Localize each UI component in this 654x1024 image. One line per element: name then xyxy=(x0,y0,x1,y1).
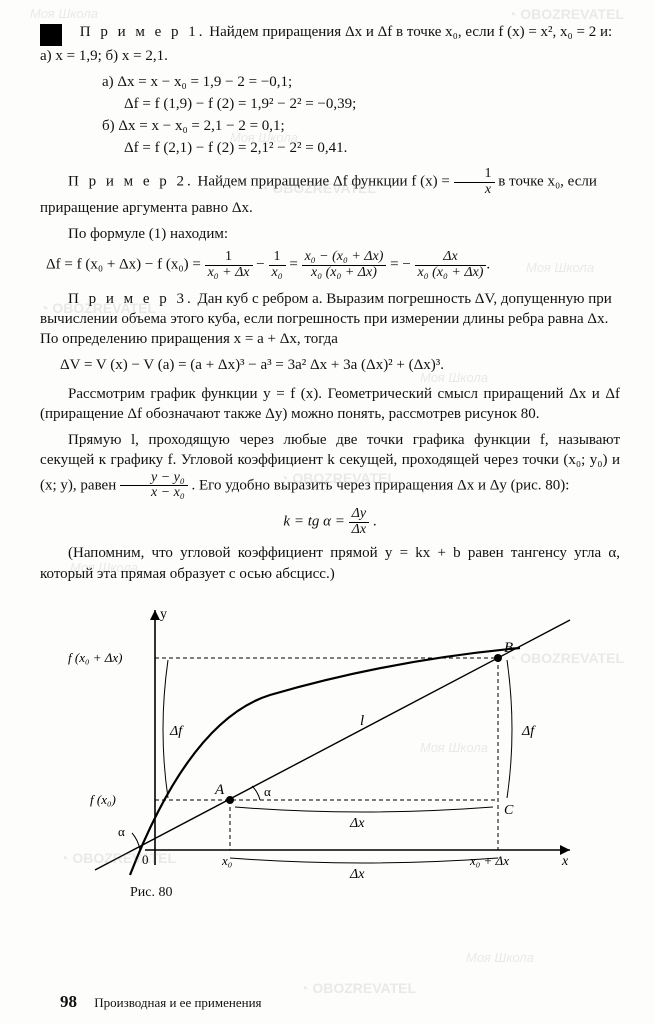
page-number: 98 xyxy=(60,992,77,1011)
fraction: Δy Δx xyxy=(349,507,369,537)
angle-alpha-a: α xyxy=(264,784,271,799)
para-reminder: (Напомним, что угловой коэффициент прямо… xyxy=(40,543,620,584)
example3-heading: П р и м е р 3. xyxy=(68,291,194,307)
fraction: Δx x₀ (x₀ + Δx) xyxy=(415,250,487,280)
axis-x-label: x xyxy=(561,854,569,869)
para-secant: Прямую l, проходящую через любые две точ… xyxy=(40,430,620,501)
angle-alpha-o: α xyxy=(118,824,125,839)
dx-bottom: Δx xyxy=(349,867,365,880)
formula-k-lhs: k = tg α = xyxy=(283,514,344,530)
period: . xyxy=(373,514,377,530)
para-geometric: Рассмотрим график функции y = f (x). Гео… xyxy=(40,384,620,425)
figure-caption: Рис. 80 xyxy=(130,885,620,901)
dx-mid: Δx xyxy=(349,816,365,831)
page-content: П р и м е р 1. Найдем приращения Δx и Δf… xyxy=(0,0,654,911)
point-c-label: C xyxy=(504,803,514,818)
axis-y-label: y xyxy=(160,607,167,622)
df-left: Δf xyxy=(169,724,184,739)
example3: П р и м е р 3. Дан куб с ребром a. Выраз… xyxy=(40,289,620,350)
formula-intro: По формуле (1) находим: xyxy=(40,224,620,244)
secant-label: l xyxy=(360,713,364,729)
example1-heading: П р и м е р 1. xyxy=(80,24,206,40)
fraction: 1 x xyxy=(454,167,495,197)
para5-tail: . Его удобно выразить через приращения Δ… xyxy=(192,477,570,493)
origin-label: 0 xyxy=(142,852,149,867)
df-right: Δf xyxy=(521,724,536,739)
calc-line: Δf = f (1,9) − f (2) = 1,9² − 2² = −0,39… xyxy=(124,94,620,116)
fraction: y − y₀ x − x₀ xyxy=(120,471,188,501)
fx0-label: f (x₀) xyxy=(90,792,116,807)
example2-text1: Найдем приращение Δf функции f (x) = xyxy=(198,174,454,190)
calc-line: б) Δx = x − x₀ = 2,1 − 2 = 0,1; xyxy=(102,116,620,138)
fx0dx-label: f (x₀ + Δx) xyxy=(68,650,122,665)
example1: П р и м е р 1. Найдем приращения Δx и Δf… xyxy=(40,22,620,66)
watermark: ◔ OBOZREVATEL xyxy=(300,980,416,996)
figure-svg: y x 0 A B C l α α f (x₀) f (x₀ + Δx) x₀ … xyxy=(60,600,580,880)
marker-square xyxy=(40,24,62,46)
x0-label: x₀ xyxy=(221,853,232,868)
watermark: Моя Школа xyxy=(466,950,534,965)
point-b-label: B xyxy=(504,640,513,656)
calc-line: а) Δx = x − x₀ = 1,9 − 2 = −0,1; xyxy=(102,72,620,94)
formula-k: k = tg α = Δy Δx . xyxy=(40,507,620,537)
example3-equation: ΔV = V (x) − V (a) = (a + Δx)³ − a³ = 3a… xyxy=(60,355,620,375)
example2: П р и м е р 2. Найдем приращение Δf функ… xyxy=(40,167,620,218)
calc-line: Δf = f (2,1) − f (2) = 2,1² − 2² = 0,41. xyxy=(124,138,620,160)
fraction: 1 x₀ + Δx xyxy=(205,250,253,280)
example1-calc: а) Δx = x − x₀ = 1,9 − 2 = −0,1; Δf = f … xyxy=(102,72,620,159)
x0dx-label: x₀ + Δx xyxy=(469,853,509,868)
figure-80: y x 0 A B C l α α f (x₀) f (x₀ + Δx) x₀ … xyxy=(60,600,620,901)
chapter-title: Производная и ее применения xyxy=(94,995,261,1010)
fraction: x₀ − (x₀ + Δx) x₀ (x₀ + Δx) xyxy=(302,250,387,280)
fraction: 1 x₀ xyxy=(269,250,286,280)
example2-heading: П р и м е р 2. xyxy=(68,174,194,190)
point-a-label: A xyxy=(214,782,225,798)
page-footer: 98 Производная и ее применения xyxy=(60,992,262,1012)
eq-lhs: Δf = f (x₀ + Δx) − f (x₀) = xyxy=(46,257,201,273)
example2-equation: Δf = f (x₀ + Δx) − f (x₀) = 1 x₀ + Δx − … xyxy=(46,250,620,280)
